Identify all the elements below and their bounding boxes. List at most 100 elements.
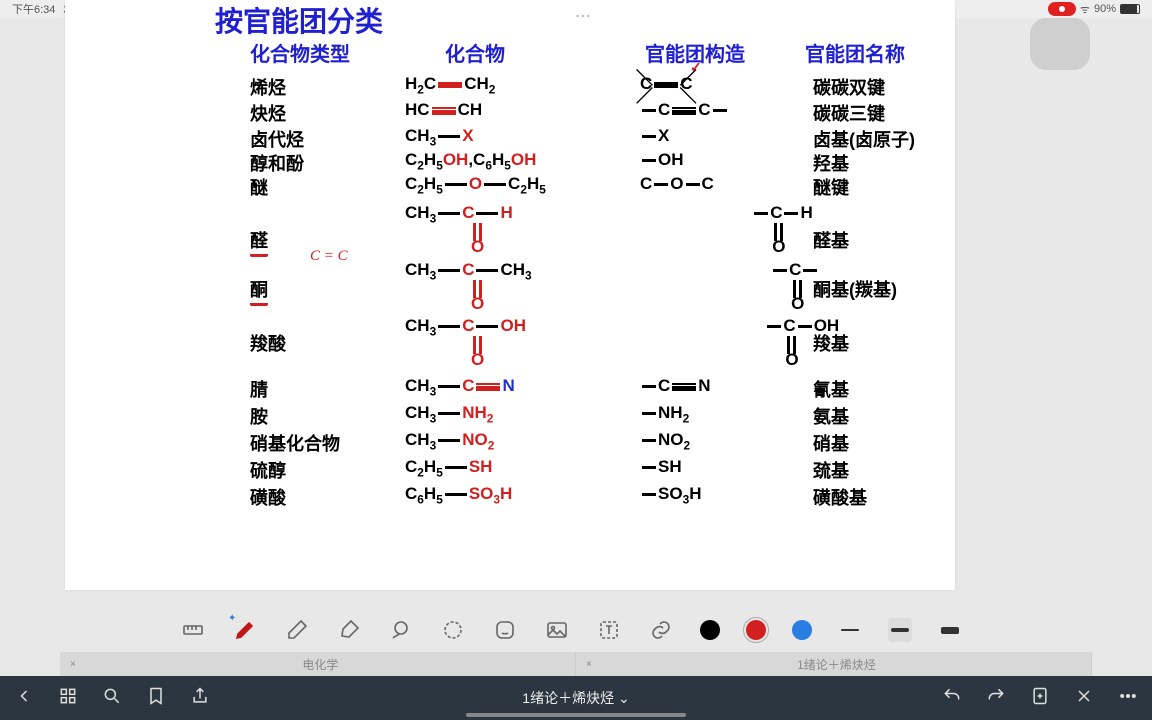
table-row: 硫醇 C2H5SH SH 巯基: [65, 457, 955, 485]
group-name: 醛基: [813, 227, 849, 253]
compound-formula: CH3X: [405, 126, 474, 148]
table-row: 醚 C2H5OC2H5 COC 醚键: [65, 174, 955, 202]
tab[interactable]: ×电化学: [60, 652, 576, 676]
compound-type: 胺: [250, 403, 268, 429]
redo-button[interactable]: [986, 686, 1006, 711]
table-row: 胺 CH3NH2 NH2 氨基: [65, 403, 955, 431]
home-indicator[interactable]: [466, 713, 686, 717]
table-row: 羧酸 CH3COH O COH O 羧基: [65, 316, 955, 344]
link-tool[interactable]: [648, 617, 674, 643]
structure: X: [640, 126, 669, 146]
compound-type: 磺酸: [250, 484, 286, 510]
table-row: 醛 CH3CH O CH O 醛基: [65, 203, 955, 231]
group-name: 巯基: [813, 457, 849, 483]
compound-type: 酮: [250, 276, 268, 306]
compound-formula: C2H5OH,C6H5OH: [405, 150, 536, 172]
structure: CC: [640, 100, 729, 120]
compound-formula: C2H5SH: [405, 457, 492, 479]
appbar-title[interactable]: 1绪论＋烯炔烃 ⌄: [234, 688, 918, 708]
compound-type: 腈: [250, 376, 268, 402]
group-name: 酮基(羰基): [813, 276, 897, 302]
grid-button[interactable]: [58, 686, 78, 711]
group-name: 磺酸基: [813, 484, 867, 510]
compound-formula: CH3COH O: [405, 316, 526, 338]
structure: SH: [640, 457, 682, 477]
highlighter-tool[interactable]: [336, 617, 362, 643]
compound-type: 卤代烃: [250, 126, 304, 152]
tab[interactable]: ×1绪论＋烯炔烃: [576, 652, 1092, 676]
header-name: 官能团名称: [805, 38, 905, 67]
compound-type: 炔烃: [250, 100, 286, 126]
group-name: 硝基: [813, 430, 849, 456]
compound-formula: C6H5SO3H: [405, 484, 512, 506]
group-name: 羟基: [813, 150, 849, 176]
stroke-thin[interactable]: [838, 618, 862, 642]
compound-type: 硫醇: [250, 457, 286, 483]
group-name: 氰基: [813, 376, 849, 402]
structure: NH2: [640, 403, 689, 425]
shape-tool[interactable]: [440, 617, 466, 643]
more-icon[interactable]: ⋯: [575, 6, 593, 26]
group-name: 碳碳双键: [813, 74, 885, 100]
sticker-tool[interactable]: [492, 617, 518, 643]
tab-label: 电化学: [76, 656, 565, 673]
undo-button[interactable]: [942, 686, 962, 711]
table-row: 腈 CH3CN CN 氰基: [65, 376, 955, 404]
drawing-toolbar: ✦: [140, 610, 1092, 650]
note-canvas[interactable]: 按官能团分类 ⋯ 化合物类型 化合物 官能团构造 官能团名称 烯烃 H2CCH2…: [65, 0, 955, 590]
add-page-button[interactable]: [1030, 686, 1050, 711]
back-button[interactable]: [14, 686, 34, 711]
document-tabs: ×电化学 ×1绪论＋烯炔烃: [60, 652, 1092, 676]
tab-label: 1绪论＋烯炔烃: [592, 656, 1081, 673]
ruler-tool[interactable]: [180, 617, 206, 643]
eraser-tool[interactable]: [284, 617, 310, 643]
compound-type: 硝基化合物: [250, 430, 340, 456]
image-tool[interactable]: [544, 617, 570, 643]
search-button[interactable]: [102, 686, 122, 711]
share-button[interactable]: [190, 686, 210, 711]
battery-icon: [1120, 4, 1140, 14]
group-name: 醚键: [813, 174, 849, 200]
compound-type: 羧酸: [250, 330, 286, 356]
assistive-touch-button[interactable]: [1030, 18, 1090, 70]
group-name: 碳碳三键: [813, 100, 885, 126]
compound-type: 醚: [250, 174, 268, 200]
compound-formula: H2CCH2: [405, 74, 495, 96]
battery-percent: 90%: [1094, 3, 1116, 15]
table-row: 酮 CH3CCH3 O C O 酮基(羰基): [65, 260, 955, 288]
table-row: 炔烃 HCCH CC 碳碳三键: [65, 100, 955, 128]
lasso-tool[interactable]: [388, 617, 414, 643]
structure: ＼／ CC ／＼ ✓: [640, 74, 693, 94]
structure: CN: [640, 376, 711, 396]
color-red[interactable]: [746, 620, 766, 640]
table-row: 磺酸 C6H5SO3H SO3H 磺酸基: [65, 484, 955, 512]
structure: CH O: [752, 203, 813, 223]
bookmark-button[interactable]: [146, 686, 166, 711]
compound-formula: C2H5OC2H5: [405, 174, 546, 196]
table-row: 烯烃 H2CCH2 ＼／ CC ／＼ ✓ 碳碳双键: [65, 74, 955, 102]
compound-type: 醇和酚: [250, 150, 304, 176]
structure: OH: [640, 150, 684, 170]
compound-formula: CH3NO2: [405, 430, 494, 452]
text-tool[interactable]: [596, 617, 622, 643]
color-blue[interactable]: [792, 620, 812, 640]
more-button[interactable]: [1118, 686, 1138, 711]
stroke-medium[interactable]: [888, 618, 912, 642]
group-name: 氨基: [813, 403, 849, 429]
structure: NO2: [640, 430, 690, 452]
compound-formula: HCCH: [405, 100, 482, 120]
header-compound: 化合物: [445, 38, 505, 67]
pen-tool[interactable]: ✦: [232, 617, 258, 643]
group-name: 羧基: [813, 330, 849, 356]
table-row: 硝基化合物 CH3NO2 NO2 硝基: [65, 430, 955, 458]
sparkle-icon: ✦: [228, 613, 236, 624]
group-name: 卤基(卤原子): [813, 126, 915, 152]
status-time: 下午6:34: [12, 1, 55, 17]
compound-formula: CH3CH O: [405, 203, 513, 225]
color-black[interactable]: [700, 620, 720, 640]
close-button[interactable]: [1074, 686, 1094, 711]
doc-title: 按官能团分类: [215, 0, 383, 40]
compound-formula: CH3NH2: [405, 403, 493, 425]
stroke-thick[interactable]: [938, 618, 962, 642]
checkmark-icon: ✓: [690, 59, 702, 76]
